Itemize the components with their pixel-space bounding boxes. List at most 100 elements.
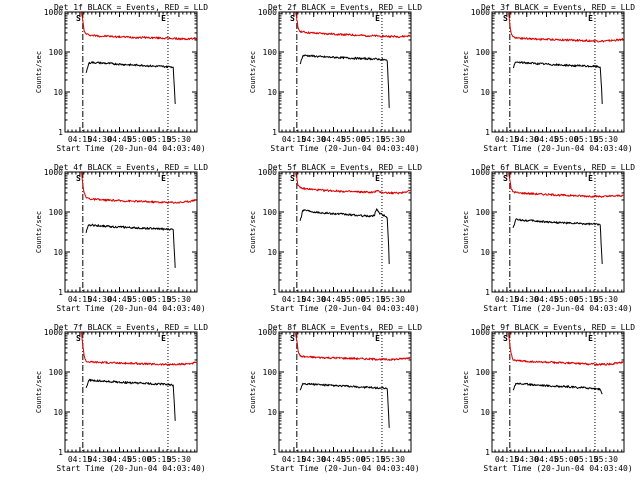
x-tick-label: 04:45: [534, 295, 558, 304]
x-tick-label: 05:15: [361, 295, 385, 304]
plot-frame: [64, 11, 198, 133]
x-axis-label: Start Time (20-Jun-04 04:03:40): [56, 304, 205, 313]
plot-frame: [64, 171, 198, 293]
y-tick-label: 100: [476, 48, 491, 57]
x-axis-label: Start Time (20-Jun-04 04:03:40): [270, 464, 419, 473]
y-tick-label: 100: [49, 368, 64, 377]
x-tick-label: 04:15: [495, 135, 519, 144]
panel-title: Det 1f BLACK = Events, RED = LLD: [54, 3, 208, 12]
y-tick-label: 1000: [471, 168, 490, 177]
x-tick-label: 04:45: [107, 135, 131, 144]
panel-title: Det 2f BLACK = Events, RED = LLD: [268, 3, 422, 12]
plot-frame: [278, 171, 412, 293]
x-tick-label: 05:15: [361, 455, 385, 464]
y-tick-label: 1: [272, 128, 277, 137]
series-line-lld: [81, 11, 197, 41]
series-line-events: [85, 223, 176, 268]
x-tick-label: 05:30: [594, 455, 618, 464]
x-tick-label: 04:15: [282, 455, 306, 464]
x-axis-label: Start Time (20-Jun-04 04:03:40): [270, 304, 419, 313]
series-line-lld: [508, 171, 624, 198]
y-tick-label: 1000: [44, 328, 63, 337]
x-tick-label: 05:30: [381, 455, 405, 464]
series-line-events: [512, 61, 603, 105]
y-tick-label: 10: [480, 248, 490, 257]
series-line-lld: [81, 331, 197, 366]
y-tick-label: 1000: [471, 8, 490, 17]
x-tick-label: 05:15: [147, 455, 171, 464]
marker-label-e: E: [588, 334, 593, 343]
series-line-events: [85, 61, 176, 105]
marker-label-e: E: [161, 14, 166, 23]
series-line-lld: [508, 331, 624, 366]
plot-frame: [278, 331, 412, 453]
y-axis-label: Counts/sec: [462, 371, 470, 413]
x-axis-label: Start Time (20-Jun-04 04:03:40): [483, 464, 632, 473]
series-line-lld: [508, 11, 624, 43]
x-axis-label: Start Time (20-Jun-04 04:03:40): [270, 144, 419, 153]
panel-title: Det 8f BLACK = Events, RED = LLD: [268, 323, 422, 332]
x-tick-label: 05:30: [381, 135, 405, 144]
x-tick-label: 04:30: [88, 295, 112, 304]
y-axis-label: Counts/sec: [35, 51, 43, 93]
marker-label-s: S: [76, 334, 81, 343]
marker-label-s: S: [290, 174, 295, 183]
marker-label-e: E: [375, 14, 380, 23]
x-tick-label: 05:15: [574, 135, 598, 144]
y-tick-label: 1: [58, 448, 63, 457]
x-tick-label: 05:00: [554, 455, 578, 464]
panel-title: Det 9f BLACK = Events, RED = LLD: [481, 323, 635, 332]
x-tick-label: 05:00: [554, 295, 578, 304]
panel-title: Det 5f BLACK = Events, RED = LLD: [268, 163, 422, 172]
x-tick-label: 05:00: [341, 295, 365, 304]
y-tick-label: 100: [263, 208, 278, 217]
marker-label-s: S: [503, 334, 508, 343]
y-tick-label: 10: [267, 408, 277, 417]
series-line-lld: [295, 11, 411, 38]
panel-title: Det 3f BLACK = Events, RED = LLD: [481, 3, 635, 12]
y-tick-label: 1: [485, 128, 490, 137]
y-tick-label: 100: [263, 368, 278, 377]
panel-title: Det 7f BLACK = Events, RED = LLD: [54, 323, 208, 332]
series-line-lld: [295, 331, 411, 361]
series-line-events: [85, 378, 176, 421]
y-tick-label: 1000: [44, 168, 63, 177]
series-line-events: [299, 54, 390, 108]
x-tick-label: 04:30: [302, 135, 326, 144]
x-tick-label: 04:30: [515, 295, 539, 304]
x-tick-label: 05:30: [167, 135, 191, 144]
x-tick-label: 04:45: [321, 455, 345, 464]
series-line-events: [512, 218, 603, 265]
y-tick-label: 10: [53, 88, 63, 97]
x-tick-label: 04:45: [321, 295, 345, 304]
y-axis-label: Counts/sec: [462, 211, 470, 253]
marker-label-s: S: [503, 174, 508, 183]
x-tick-label: 04:15: [68, 455, 92, 464]
y-tick-label: 1000: [258, 168, 277, 177]
x-axis-label: Start Time (20-Jun-04 04:03:40): [56, 144, 205, 153]
y-axis-label: Counts/sec: [35, 371, 43, 413]
x-tick-label: 05:15: [147, 135, 171, 144]
x-tick-label: 05:30: [594, 295, 618, 304]
series-line-events: [299, 208, 390, 265]
y-tick-label: 1: [485, 288, 490, 297]
y-tick-label: 1000: [471, 328, 490, 337]
x-axis-label: Start Time (20-Jun-04 04:03:40): [483, 304, 632, 313]
y-tick-label: 100: [49, 48, 64, 57]
y-tick-label: 1: [272, 288, 277, 297]
x-tick-label: 05:15: [574, 295, 598, 304]
x-tick-label: 04:30: [88, 455, 112, 464]
y-axis-label: Counts/sec: [249, 51, 257, 93]
panel-det-3: Det 3f BLACK = Events, RED = LLD 1 10 100 10…: [462, 3, 635, 153]
marker-label-e: E: [588, 14, 593, 23]
x-axis-label: Start Time (20-Jun-04 04:03:40): [56, 464, 205, 473]
marker-label-e: E: [375, 174, 380, 183]
series-line-lld: [81, 171, 197, 204]
x-tick-label: 04:45: [534, 455, 558, 464]
y-tick-label: 100: [49, 208, 64, 217]
x-tick-label: 05:00: [127, 295, 151, 304]
y-axis-label: Counts/sec: [35, 211, 43, 253]
y-tick-label: 1: [58, 128, 63, 137]
marker-label-s: S: [290, 334, 295, 343]
